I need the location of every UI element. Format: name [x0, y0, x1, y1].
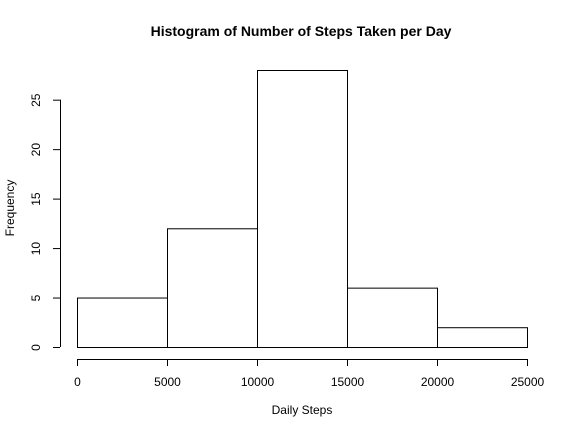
y-axis-label: Frequency	[3, 180, 17, 237]
bars-group	[77, 70, 528, 349]
x-tick-label-2: 10000	[241, 375, 275, 389]
x-tick-label-0: 0	[74, 375, 81, 389]
y-tick-label-5: 25	[29, 93, 43, 107]
bar-1	[167, 228, 258, 349]
x-tick-label-5: 25000	[511, 375, 545, 389]
y-tick-label-0: 0	[29, 344, 43, 351]
chart-title: Histogram of Number of Steps Taken per D…	[151, 23, 452, 39]
bar-3	[347, 287, 438, 348]
y-tick-label-2: 10	[29, 242, 43, 256]
x-tick-label-3: 15000	[331, 375, 365, 389]
x-tick-label-4: 20000	[421, 375, 455, 389]
bar-0	[77, 297, 168, 348]
x-axis-label: Daily Steps	[272, 403, 333, 417]
y-axis: 0 5 10 15 20 25	[29, 93, 61, 351]
x-axis: 0 5000 10000 15000 20000 25000	[74, 359, 545, 389]
bar-4	[437, 327, 528, 349]
x-tick-label-1: 5000	[154, 375, 181, 389]
y-tick-label-4: 20	[29, 143, 43, 157]
y-tick-label-1: 5	[29, 294, 43, 301]
bar-2	[257, 70, 348, 348]
y-tick-label-3: 15	[29, 192, 43, 206]
